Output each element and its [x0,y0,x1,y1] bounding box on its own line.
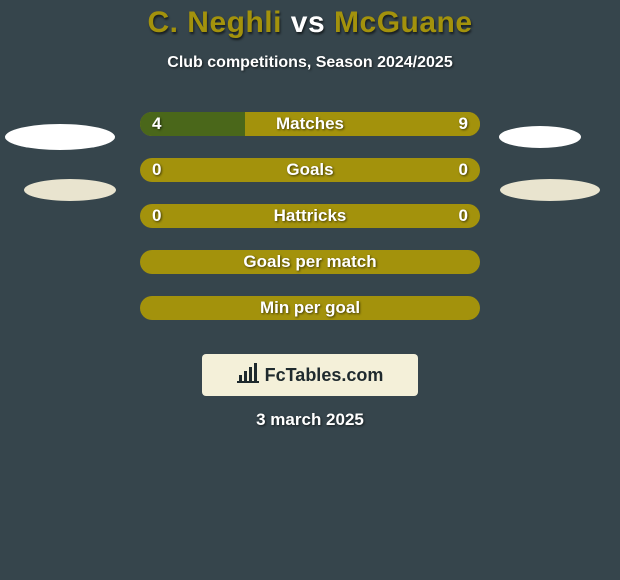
stat-label: Min per goal [0,296,620,320]
stat-value-left: 4 [152,112,161,136]
stat-value-left: 0 [152,204,161,228]
page-title: C. Neghli vs McGuane [0,0,620,40]
stat-row: Hattricks0 0 [0,204,620,250]
title-player-left: C. Neghli [147,6,282,39]
brand-text: FcTables.com [265,365,384,386]
stat-row: Goals per match [0,250,620,296]
stat-label: Goals per match [0,250,620,274]
stat-value-right: 0 [459,158,468,182]
bar-chart-icon [237,363,259,388]
stat-row: Min per goal [0,296,620,342]
stat-label: Hattricks [0,204,620,228]
brand-box: FcTables.com [202,354,418,396]
stat-label: Goals [0,158,620,182]
stats-rows: Matches49Goals00Hattricks00Goals per mat… [0,112,620,342]
title-vs: vs [282,6,334,39]
title-player-right: McGuane [334,6,473,39]
stat-label: Matches [0,112,620,136]
stat-value-right: 0 [459,204,468,228]
stat-value-left: 0 [152,158,161,182]
date-label: 3 march 2025 [0,410,620,430]
stat-value-right: 9 [459,112,468,136]
stat-row: Matches4 9 [0,112,620,158]
stat-row: Goals0 0 [0,158,620,204]
subtitle: Club competitions, Season 2024/2025 [0,54,620,72]
